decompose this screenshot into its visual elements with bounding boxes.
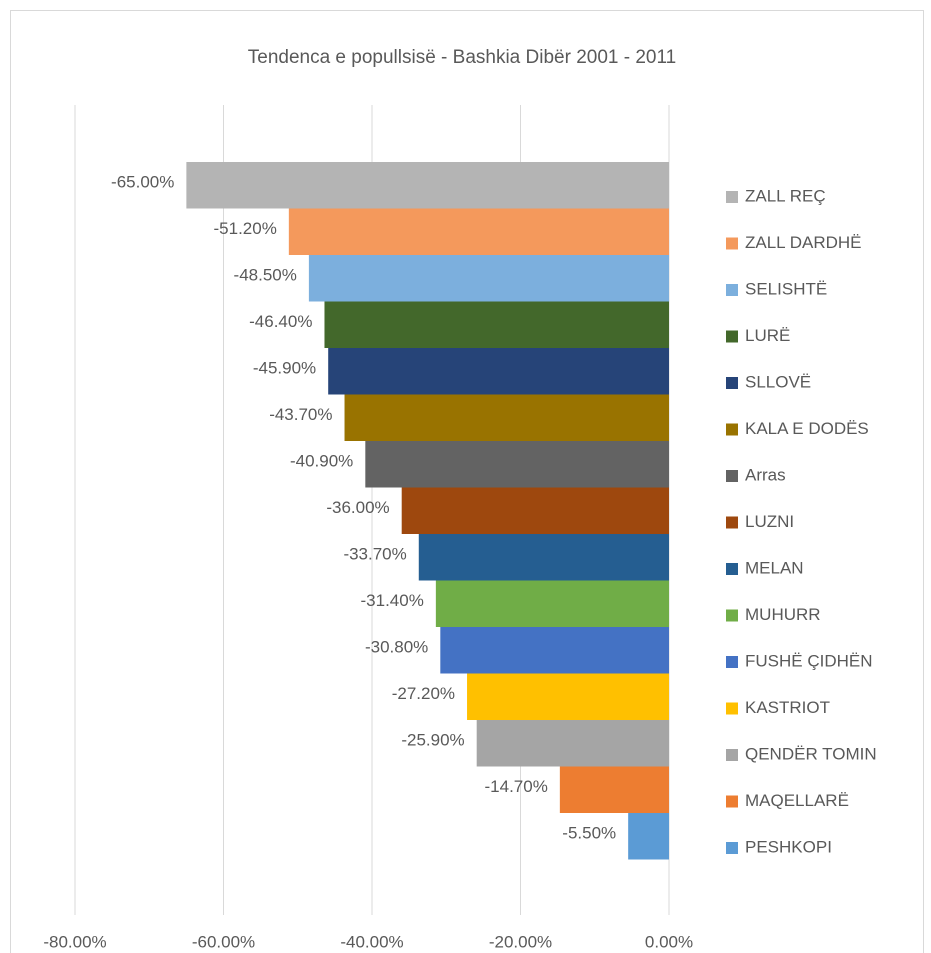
legend-label: KASTRIOT xyxy=(745,698,830,717)
legend-label: MUHURR xyxy=(745,605,821,624)
bar xyxy=(401,487,669,534)
legend-label: QENDËR TOMIN xyxy=(745,744,877,763)
legend-swatch xyxy=(726,470,738,482)
x-tick-label: -80.00% xyxy=(43,932,106,951)
bar xyxy=(186,162,669,209)
bar xyxy=(476,720,669,767)
legend-swatch xyxy=(726,284,738,296)
bar xyxy=(328,348,669,395)
data-label: -33.70% xyxy=(343,545,406,564)
data-label: -51.20% xyxy=(214,219,277,238)
legend-label: PESHKOPI xyxy=(745,837,832,856)
legend-swatch xyxy=(726,795,738,808)
bar xyxy=(288,208,669,255)
bar xyxy=(308,255,669,302)
data-label: -48.50% xyxy=(234,266,297,285)
chart-title: Tendenca e popullsisë - Bashkia Dibër 20… xyxy=(248,47,676,68)
bar xyxy=(418,534,669,581)
legend-label: SLLOVË xyxy=(745,372,811,391)
legend-swatch xyxy=(726,842,738,854)
legend-label: LURË xyxy=(745,326,790,345)
data-label: -27.20% xyxy=(392,684,455,703)
bar xyxy=(365,441,669,488)
data-label: -31.40% xyxy=(361,591,424,610)
legend-label: FUSHË ÇIDHËN xyxy=(745,651,873,670)
legend-swatch xyxy=(726,377,738,389)
data-label: -40.90% xyxy=(290,452,353,471)
legend-label: MELAN xyxy=(745,558,804,577)
legend-label: Arras xyxy=(745,465,786,484)
data-label: -46.40% xyxy=(249,312,312,331)
legend-swatch xyxy=(726,516,738,529)
bar xyxy=(628,813,669,860)
data-label: -30.80% xyxy=(365,638,428,657)
data-label: -36.00% xyxy=(326,498,389,517)
legend-label: KALA E DODËS xyxy=(745,419,869,438)
x-tick-label: -40.00% xyxy=(340,932,403,951)
bar xyxy=(559,766,669,813)
legend-swatch xyxy=(726,237,738,250)
data-label: -14.70% xyxy=(485,777,548,796)
data-label: -65.00% xyxy=(111,173,174,192)
legend-swatch xyxy=(726,563,738,575)
x-tick-label: 0.00% xyxy=(645,932,693,951)
legend-swatch xyxy=(726,656,738,668)
data-label: -25.90% xyxy=(401,731,464,750)
bar xyxy=(324,301,669,348)
legend-swatch xyxy=(726,749,738,761)
data-label: -43.70% xyxy=(269,405,332,424)
bar xyxy=(344,394,669,441)
legend-label: LUZNI xyxy=(745,512,794,531)
legend-label: MAQELLARË xyxy=(745,791,849,810)
legend-swatch xyxy=(726,702,738,715)
x-tick-label: -20.00% xyxy=(489,932,552,951)
legend-swatch xyxy=(726,330,738,343)
legend-label: SELISHTË xyxy=(745,279,827,298)
legend-swatch xyxy=(726,423,738,436)
bar xyxy=(435,580,669,627)
legend-label: ZALL DARDHË xyxy=(745,233,862,252)
data-label: -45.90% xyxy=(253,359,316,378)
legend-swatch xyxy=(726,609,738,622)
legend-swatch xyxy=(726,191,738,203)
legend-label: ZALL REÇ xyxy=(745,186,826,205)
x-tick-label: -60.00% xyxy=(192,932,255,951)
bar xyxy=(467,673,669,720)
bar xyxy=(440,627,669,674)
data-label: -5.50% xyxy=(562,824,616,843)
